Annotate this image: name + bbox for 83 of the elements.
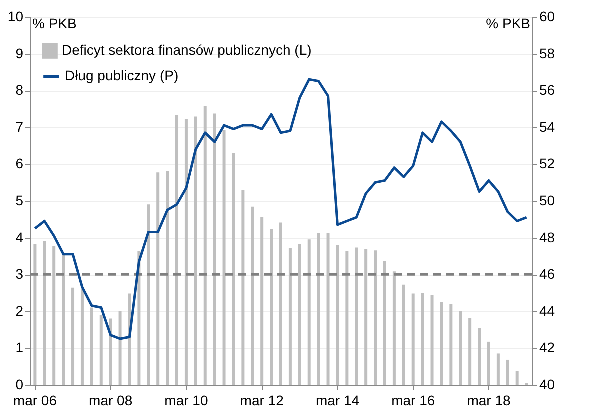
x-tick-label: mar 12 — [240, 392, 284, 408]
bar — [80, 289, 84, 385]
bar — [100, 315, 103, 385]
bar — [52, 246, 56, 385]
bar — [496, 354, 500, 385]
bar — [421, 293, 424, 385]
bar — [478, 328, 482, 385]
bar — [204, 106, 207, 385]
bar — [468, 318, 472, 385]
x-tick-label: mar 10 — [164, 392, 208, 408]
bar — [346, 251, 349, 385]
bar — [506, 360, 510, 385]
y2-tick-label: 60 — [540, 8, 556, 24]
y2-axis-title: % PKB — [486, 16, 530, 32]
bar — [222, 130, 226, 385]
y-tick-label: 3 — [16, 266, 24, 282]
bar — [450, 304, 453, 385]
bar — [213, 114, 216, 385]
bar — [374, 250, 378, 385]
bar — [402, 284, 406, 385]
y-tick-label: 9 — [16, 45, 24, 62]
bar — [516, 371, 519, 385]
legend-label: Dług publiczny (P) — [65, 68, 179, 84]
bar — [166, 172, 170, 385]
bar — [147, 204, 150, 385]
y2-tick-label: 44 — [540, 302, 556, 319]
bar — [430, 295, 434, 385]
bar — [487, 342, 490, 385]
x-tick-label: mar 06 — [13, 392, 58, 408]
bar — [194, 116, 198, 385]
y2-tick-label: 50 — [540, 192, 556, 208]
bar — [355, 248, 358, 385]
y-tick-label: 2 — [16, 302, 24, 319]
y-tick-label: 10 — [8, 8, 24, 24]
y-tick-label: 5 — [16, 192, 24, 208]
y2-tick-label: 46 — [540, 266, 556, 282]
bar — [43, 241, 46, 385]
bar — [72, 288, 75, 385]
y-tick-label: 8 — [16, 82, 24, 98]
x-tick-label: mar 16 — [392, 392, 436, 408]
bar — [412, 294, 415, 385]
bar — [62, 254, 66, 385]
y-axis-title: % PKB — [32, 16, 77, 32]
y-tick-label: 6 — [16, 156, 24, 172]
bar — [156, 172, 160, 385]
bar — [288, 248, 292, 385]
bar — [326, 233, 330, 385]
bar — [176, 115, 179, 385]
y2-tick-label: 56 — [540, 82, 556, 98]
y-tick-label: 0 — [16, 376, 24, 392]
bar — [459, 311, 462, 385]
bar — [270, 229, 274, 385]
bar — [440, 302, 444, 385]
bar — [317, 233, 320, 385]
x-tick-label: mar 18 — [467, 392, 511, 408]
y2-tick-label: 48 — [540, 229, 556, 246]
legend-label: Deficyt sektora finansów publicznych (L) — [62, 42, 312, 58]
bar — [242, 190, 245, 385]
bar — [118, 311, 122, 385]
y2-tick-label: 58 — [540, 45, 556, 62]
y-tick-label: 4 — [16, 229, 24, 246]
y2-tick-label: 52 — [540, 156, 556, 172]
bar — [251, 206, 254, 385]
bar — [336, 246, 340, 385]
bar — [260, 217, 264, 385]
y-tick-label: 7 — [16, 118, 24, 135]
bar — [298, 244, 302, 385]
bar — [90, 308, 94, 385]
bar — [392, 272, 396, 385]
bar — [232, 153, 236, 385]
bar — [383, 260, 386, 385]
y-tick-label: 1 — [16, 340, 24, 356]
y2-tick-label: 40 — [540, 376, 556, 392]
bar — [184, 119, 188, 385]
x-tick-label: mar 08 — [89, 392, 133, 408]
y2-tick-label: 42 — [540, 340, 556, 356]
y2-tick-label: 54 — [540, 118, 556, 135]
bar — [308, 240, 311, 385]
bar — [280, 222, 282, 385]
bar — [109, 318, 112, 385]
bar — [34, 244, 37, 385]
x-tick-label: mar 14 — [316, 392, 360, 408]
bar — [364, 249, 368, 385]
